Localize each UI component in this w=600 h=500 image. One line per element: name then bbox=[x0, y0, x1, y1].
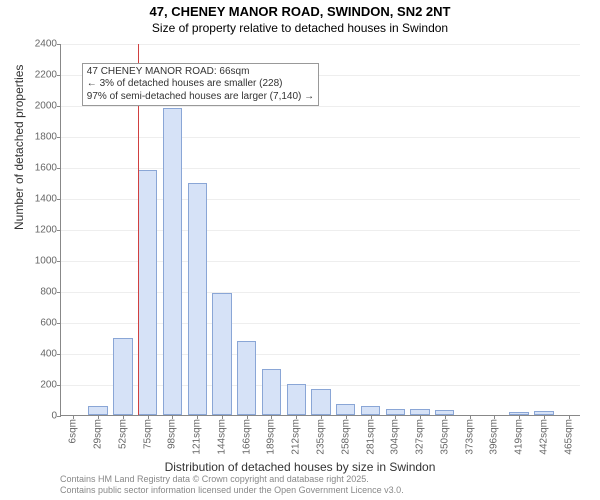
chart-container: 47, CHENEY MANOR ROAD, SWINDON, SN2 2NT … bbox=[0, 0, 600, 500]
histogram-bar bbox=[88, 406, 107, 415]
x-tick-label: 281sqm bbox=[365, 419, 376, 455]
annotation-line: 47 CHENEY MANOR ROAD: 66sqm bbox=[87, 66, 314, 79]
y-tick-mark bbox=[57, 323, 61, 324]
x-tick-label: 304sqm bbox=[390, 419, 401, 455]
chart-title-main: 47, CHENEY MANOR ROAD, SWINDON, SN2 2NT bbox=[0, 4, 600, 19]
y-tick-mark bbox=[57, 168, 61, 169]
y-tick-label: 2400 bbox=[27, 39, 57, 50]
y-axis-label: Number of detached properties bbox=[12, 65, 26, 230]
y-tick-label: 1800 bbox=[27, 132, 57, 143]
histogram-bar bbox=[336, 404, 355, 415]
y-tick-label: 1200 bbox=[27, 225, 57, 236]
x-tick-label: 327sqm bbox=[415, 419, 426, 455]
x-tick-label: 98sqm bbox=[167, 419, 178, 449]
histogram-bar bbox=[188, 183, 207, 416]
y-tick-label: 1400 bbox=[27, 194, 57, 205]
y-tick-label: 2200 bbox=[27, 70, 57, 81]
histogram-bar bbox=[113, 338, 132, 416]
y-tick-mark bbox=[57, 75, 61, 76]
annotation-line: 97% of semi-detached houses are larger (… bbox=[87, 91, 314, 104]
histogram-bar bbox=[163, 108, 182, 415]
plot-area: 0200400600800100012001400160018002000220… bbox=[60, 44, 580, 416]
y-tick-mark bbox=[57, 44, 61, 45]
x-tick-label: 465sqm bbox=[563, 419, 574, 455]
y-tick-mark bbox=[57, 230, 61, 231]
x-tick-label: 121sqm bbox=[192, 419, 203, 455]
footer-line: Contains public sector information licen… bbox=[60, 485, 404, 496]
x-tick-label: 189sqm bbox=[266, 419, 277, 455]
y-tick-mark bbox=[57, 261, 61, 262]
x-tick-label: 350sqm bbox=[439, 419, 450, 455]
y-tick-label: 400 bbox=[27, 349, 57, 360]
x-tick-label: 212sqm bbox=[291, 419, 302, 455]
histogram-bar bbox=[138, 170, 157, 415]
histogram-bar bbox=[212, 293, 231, 415]
annotation-box: 47 CHENEY MANOR ROAD: 66sqm ← 3% of deta… bbox=[82, 63, 319, 107]
y-tick-mark bbox=[57, 354, 61, 355]
y-tick-label: 600 bbox=[27, 318, 57, 329]
y-tick-label: 0 bbox=[27, 411, 57, 422]
y-tick-mark bbox=[57, 416, 61, 417]
x-tick-label: 419sqm bbox=[514, 419, 525, 455]
histogram-bar bbox=[361, 406, 380, 415]
x-tick-label: 75sqm bbox=[142, 419, 153, 449]
x-tick-label: 235sqm bbox=[316, 419, 327, 455]
chart-footer: Contains HM Land Registry data © Crown c… bbox=[60, 474, 404, 496]
histogram-bar bbox=[262, 369, 281, 416]
x-tick-label: 396sqm bbox=[489, 419, 500, 455]
y-tick-mark bbox=[57, 385, 61, 386]
histogram-bar bbox=[287, 384, 306, 415]
annotation-line: ← 3% of detached houses are smaller (228… bbox=[87, 78, 314, 91]
x-tick-label: 442sqm bbox=[538, 419, 549, 455]
y-tick-label: 800 bbox=[27, 287, 57, 298]
y-tick-label: 200 bbox=[27, 380, 57, 391]
y-tick-mark bbox=[57, 292, 61, 293]
x-tick-label: 166sqm bbox=[241, 419, 252, 455]
y-tick-label: 1600 bbox=[27, 163, 57, 174]
y-tick-label: 1000 bbox=[27, 256, 57, 267]
x-axis-label: Distribution of detached houses by size … bbox=[0, 460, 600, 474]
x-tick-label: 6sqm bbox=[68, 419, 79, 443]
y-tick-mark bbox=[57, 137, 61, 138]
histogram-bar bbox=[237, 341, 256, 415]
y-tick-label: 2000 bbox=[27, 101, 57, 112]
x-tick-label: 52sqm bbox=[117, 419, 128, 449]
histogram-bar bbox=[311, 389, 330, 415]
y-tick-mark bbox=[57, 199, 61, 200]
x-tick-label: 258sqm bbox=[340, 419, 351, 455]
x-tick-label: 29sqm bbox=[93, 419, 104, 449]
x-tick-label: 144sqm bbox=[216, 419, 227, 455]
footer-line: Contains HM Land Registry data © Crown c… bbox=[60, 474, 404, 485]
y-tick-mark bbox=[57, 106, 61, 107]
x-tick-label: 373sqm bbox=[464, 419, 475, 455]
chart-title-sub: Size of property relative to detached ho… bbox=[0, 21, 600, 35]
title-block: 47, CHENEY MANOR ROAD, SWINDON, SN2 2NT … bbox=[0, 0, 600, 35]
